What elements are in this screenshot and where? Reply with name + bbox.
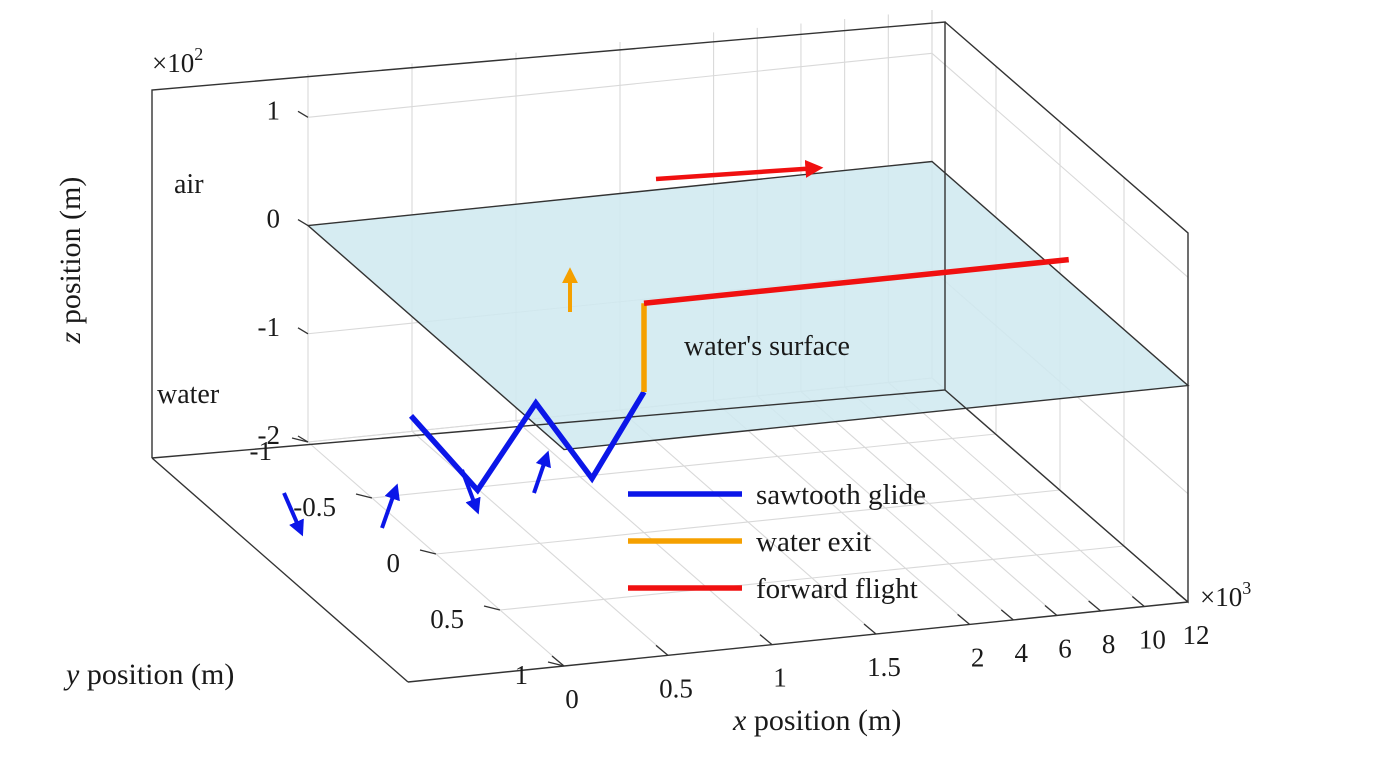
series-lines xyxy=(408,256,1070,495)
x-tick-mark xyxy=(957,613,971,625)
x-tick-mark xyxy=(1000,609,1014,621)
direction-arrows xyxy=(282,159,824,537)
y-tick-label: 1 xyxy=(515,660,529,690)
region-label-water: water xyxy=(157,379,220,410)
x-axis-line xyxy=(407,601,1189,683)
y-axis-label: y position (m) xyxy=(63,658,234,691)
x-tick-mark xyxy=(863,623,877,635)
x-axis-multiplier: ×103 xyxy=(1200,578,1251,612)
x-tick-label: 12 xyxy=(1183,620,1210,650)
glide-arrow-down-2 xyxy=(460,469,481,515)
grid-y-floor xyxy=(435,489,1061,555)
x-tick-label: 2 xyxy=(971,642,985,672)
x-tick-label: 4 xyxy=(1015,638,1029,668)
box-edges xyxy=(151,21,1189,683)
x-tick-mark xyxy=(759,634,773,646)
x-axis-label: x position (m) xyxy=(732,704,901,737)
z-axis-multiplier: ×102 xyxy=(152,44,203,78)
series-line-2 xyxy=(643,256,1070,306)
legend-label: forward flight xyxy=(756,573,918,605)
forward-arrow xyxy=(655,159,824,182)
x-tick-label: 6 xyxy=(1058,633,1072,663)
x-tick-mark xyxy=(551,655,565,667)
y-axis-line xyxy=(151,457,409,683)
x-tick-label: 0 xyxy=(565,684,579,714)
y-tick-mark xyxy=(419,549,437,555)
grid-z-back xyxy=(307,52,933,118)
y-tick-mark xyxy=(547,661,565,667)
axis-ticks: -2-101-1-0.500.510 0.5 1 1.5 2 4 6 8 10 12 xyxy=(250,95,1210,714)
x-tick-mark xyxy=(655,644,669,656)
legend-label: sawtooth glide xyxy=(756,479,926,511)
z-tick-mark xyxy=(297,218,309,227)
right-wall-edge xyxy=(944,21,1189,604)
x-tick-label: 1 xyxy=(773,663,787,693)
x-tick-mark xyxy=(1044,604,1058,616)
x-tick-mark xyxy=(1175,591,1189,603)
legend: sawtooth glide water exit forward flight xyxy=(628,479,926,605)
z-tick-label: 0 xyxy=(267,204,281,234)
z-tick-mark xyxy=(297,327,309,335)
x-tick-label: 10 xyxy=(1139,624,1166,654)
z-tick-label: 1 xyxy=(267,95,281,125)
glide-arrow-up-1 xyxy=(380,483,400,529)
floor-panel xyxy=(152,390,1188,682)
y-tick-mark xyxy=(291,437,309,443)
glide-arrow-up-2 xyxy=(532,450,551,494)
z-tick-label: -1 xyxy=(258,312,281,342)
z-tick-mark xyxy=(297,110,309,118)
y-tick-label: 0.5 xyxy=(430,604,464,634)
z-tick-label: -2 xyxy=(258,420,281,450)
x-tick-label: 1.5 xyxy=(867,652,901,682)
surface-label: water's surface xyxy=(684,331,850,362)
y-tick-label: -0.5 xyxy=(293,492,336,522)
y-tick-label: -1 xyxy=(250,436,273,466)
series-line-0 xyxy=(408,390,647,495)
grid-z-right xyxy=(931,52,1189,278)
y-tick-label: 0 xyxy=(387,548,401,578)
x-tick-mark xyxy=(1088,600,1102,612)
z-axis-label: z position (m) xyxy=(54,177,87,345)
grid-y-floor xyxy=(499,545,1125,611)
x-tick-mark xyxy=(1131,595,1145,607)
legend-label: water exit xyxy=(756,526,871,558)
glide-arrow-down-1 xyxy=(282,492,304,537)
x-tick-label: 0.5 xyxy=(659,673,693,703)
y-tick-mark xyxy=(483,605,501,611)
x-tick-label: 8 xyxy=(1102,629,1116,659)
y-tick-mark xyxy=(355,493,373,499)
region-label-air: air xyxy=(174,169,204,200)
